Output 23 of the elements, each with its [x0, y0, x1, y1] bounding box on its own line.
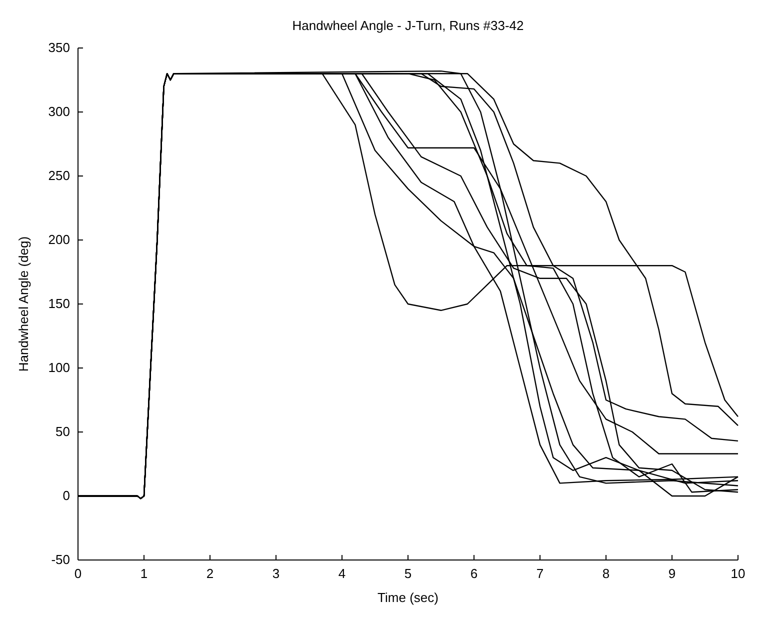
x-tick-label: 4 — [338, 566, 346, 581]
y-tick-label: 200 — [48, 232, 70, 247]
y-tick-label: 0 — [62, 488, 70, 503]
y-tick-label: -50 — [51, 552, 70, 567]
x-axis-title: Time (sec) — [378, 590, 438, 605]
x-tick-label: 1 — [140, 566, 148, 581]
x-tick-label: 10 — [730, 566, 746, 581]
x-tick-label: 0 — [74, 566, 82, 581]
y-tick-label: 50 — [56, 424, 70, 439]
y-axis-title: Handwheel Angle (deg) — [16, 236, 31, 372]
x-tick-label: 2 — [206, 566, 214, 581]
y-tick-label: 150 — [48, 296, 70, 311]
x-tick-label: 9 — [668, 566, 676, 581]
x-tick-label: 6 — [470, 566, 478, 581]
x-tick-label: 8 — [602, 566, 610, 581]
x-tick-label: 5 — [404, 566, 412, 581]
y-tick-label: 250 — [48, 168, 70, 183]
y-tick-label: 300 — [48, 104, 70, 119]
x-tick-label: 7 — [536, 566, 544, 581]
chart-title: Handwheel Angle - J-Turn, Runs #33-42 — [292, 18, 524, 33]
x-tick-label: 3 — [272, 566, 280, 581]
y-tick-label: 350 — [48, 40, 70, 55]
y-tick-label: 100 — [48, 360, 70, 375]
